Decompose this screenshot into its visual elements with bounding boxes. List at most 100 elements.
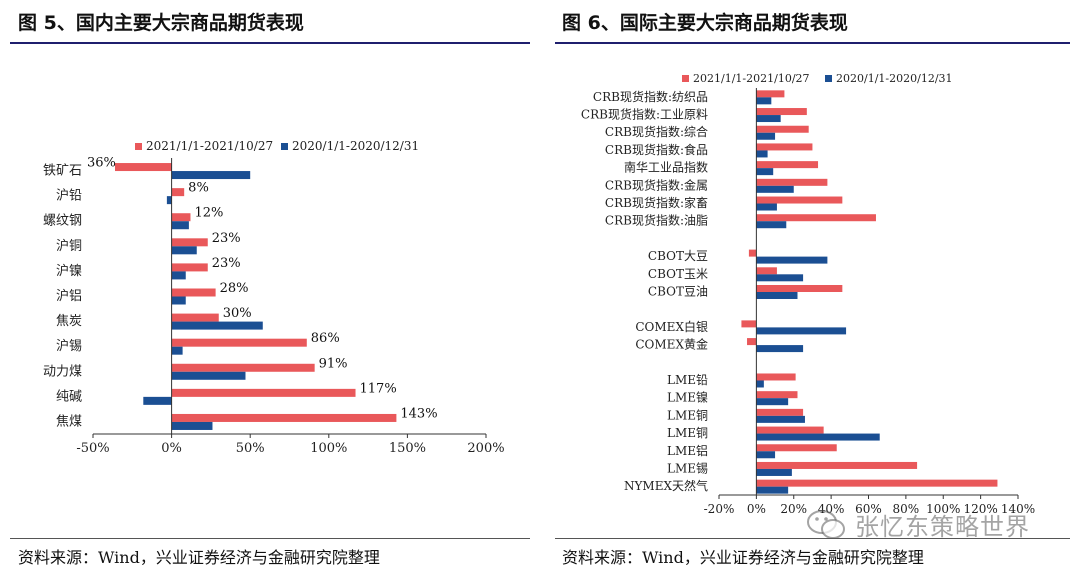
x-tick-label: 0% (161, 441, 182, 456)
data-label: 117% (360, 381, 397, 396)
bar (171, 238, 208, 247)
data-label: 8% (188, 181, 209, 196)
bar (756, 373, 796, 381)
bar (756, 143, 813, 151)
bar (756, 125, 809, 133)
bar (747, 338, 757, 346)
bar (171, 288, 216, 297)
category-label: LME铅 (667, 373, 708, 387)
category-label: 沪镍 (56, 263, 82, 279)
bar (756, 168, 774, 176)
legend-swatch (682, 75, 689, 82)
category-label: 纯碱 (56, 389, 82, 404)
category-label: CRB现货指数:纺织品 (593, 89, 708, 104)
left-title-rule (10, 42, 530, 44)
bar (756, 468, 792, 476)
bar (756, 391, 798, 399)
x-tick-label: -50% (76, 441, 109, 456)
data-label: 143% (400, 406, 437, 421)
data-label: 36% (87, 156, 116, 171)
right-chart: 2021/1/1-2021/10/27 2020/1/1-2020/12/31 CR… (581, 72, 1035, 516)
category-label: LME铝 (667, 443, 708, 458)
bar (756, 178, 828, 186)
bar (171, 213, 191, 222)
bar (756, 398, 789, 406)
x-tick-label: 200% (467, 441, 504, 456)
category-label: LME镍 (667, 391, 708, 405)
bar (171, 313, 219, 322)
left-source: 资料来源：Wind，兴业证券经济与金融研究院整理 (18, 548, 380, 567)
category-label: 铁矿石 (43, 164, 82, 179)
category-label: LME锡 (667, 460, 708, 475)
bar (756, 161, 819, 169)
x-tick-label: 40% (818, 502, 845, 516)
wechat-logo-icon (807, 510, 845, 539)
legend-label: 2021/1/1-2021/10/27 (693, 72, 810, 85)
data-label: 23% (212, 256, 241, 271)
bar (143, 396, 172, 405)
bar (756, 185, 794, 193)
bar (171, 371, 246, 380)
watermark: 张忆东策略世界 (805, 505, 1045, 545)
bar (756, 345, 804, 353)
category-label: LME铜 (667, 425, 708, 440)
bar (756, 97, 772, 105)
category-label: 焦煤 (56, 414, 82, 429)
category-label: 沪锡 (56, 338, 82, 354)
bar (171, 413, 397, 422)
legend-swatch (135, 143, 142, 150)
x-tick-label: 140% (1001, 502, 1035, 516)
bar (756, 256, 828, 264)
right-chart-title: 图 6、国际主要大宗商品期货表现 (562, 12, 848, 34)
bar (756, 486, 789, 494)
bar (756, 426, 824, 434)
data-label: 30% (223, 306, 252, 321)
category-label: CBOT豆油 (648, 285, 708, 299)
category-label: 螺纹钢 (43, 214, 82, 229)
right-source: 资料来源：Wind，兴业证券经济与金融研究院整理 (562, 548, 924, 567)
bar (171, 388, 356, 397)
x-tick-label: 100% (310, 441, 347, 456)
bar (756, 108, 807, 116)
category-label: 沪铝 (56, 288, 82, 304)
category-label: 沪铅 (56, 188, 82, 204)
data-label: 12% (194, 206, 223, 221)
bar (756, 433, 880, 441)
bar (171, 338, 307, 347)
legend-swatch (825, 75, 832, 82)
category-label: CRB现货指数:工业原料 (581, 107, 708, 122)
bar (748, 249, 757, 257)
category-label: CBOT大豆 (648, 249, 708, 263)
x-tick-label: 150% (389, 441, 426, 456)
category-label: 动力煤 (43, 364, 82, 379)
category-label: COMEX黄金 (635, 337, 708, 352)
legend-swatch (281, 143, 288, 150)
bar (756, 90, 785, 98)
data-label: 23% (212, 231, 241, 246)
bar (171, 346, 183, 355)
bar (756, 203, 777, 211)
category-label: CRB现货指数:油脂 (605, 213, 708, 228)
bar (756, 479, 998, 487)
bar (756, 267, 777, 275)
bar (756, 221, 787, 229)
x-tick-label: 50% (236, 441, 265, 456)
left-chart: 2021/1/1-2021/10/27 2020/1/1-2020/12/31 铁矿… (43, 139, 505, 456)
bar (171, 271, 186, 280)
bar (756, 132, 776, 140)
watermark-text: 张忆东策略世界 (855, 513, 1030, 541)
bar (171, 296, 186, 305)
bar (171, 246, 197, 255)
bar (756, 327, 847, 335)
category-label: CBOT玉米 (648, 267, 708, 281)
right-source-rule (555, 538, 1070, 539)
bar (756, 380, 764, 388)
bar (756, 150, 768, 158)
bar (171, 263, 208, 272)
data-label: 86% (311, 331, 340, 346)
bar (756, 461, 918, 469)
category-label: CRB现货指数:金属 (605, 177, 708, 192)
bar (171, 221, 189, 230)
category-label: CRB现货指数:食品 (605, 142, 708, 157)
x-tick-label: 20% (780, 502, 807, 516)
